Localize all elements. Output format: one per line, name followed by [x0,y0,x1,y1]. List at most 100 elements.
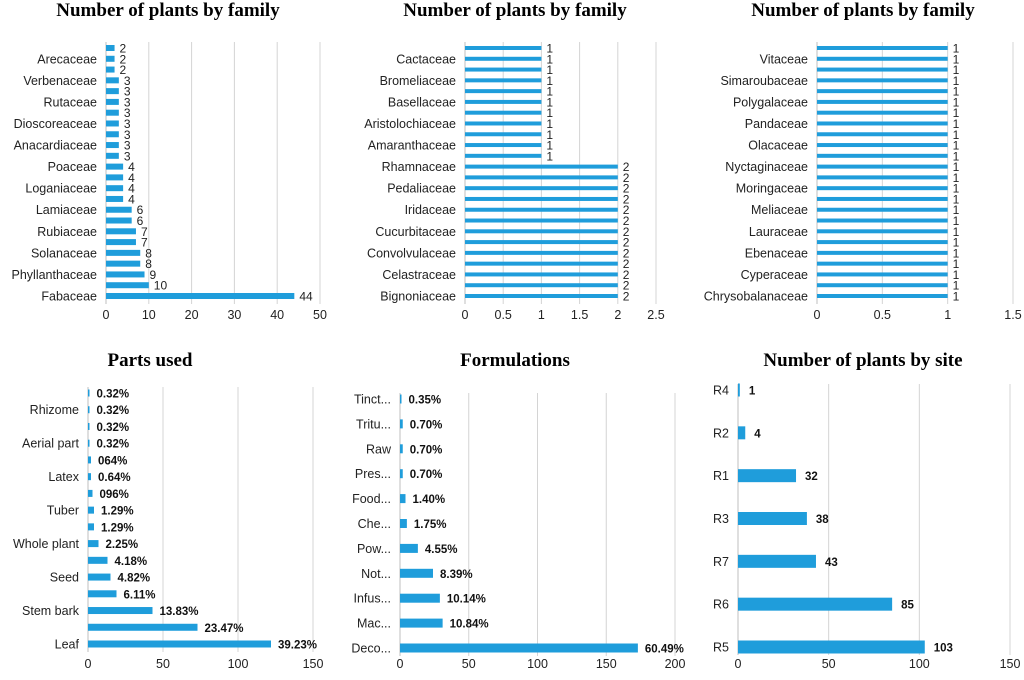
data-label: 3 [124,117,131,131]
bar [817,78,948,83]
bar [465,56,542,61]
bar [400,419,403,429]
category-label: Lamiaceae [36,203,97,217]
bar [465,283,618,288]
data-label: 1 [546,52,553,66]
data-label: 1 [953,225,960,239]
x-tick-label: 0 [103,308,110,322]
category-label: Pandaceae [745,117,808,131]
bar [465,229,618,234]
data-label: 096% [100,489,129,501]
data-label: 1 [953,52,960,66]
bar [465,164,618,169]
data-label: 60.49% [645,644,684,656]
data-label: 1 [546,95,553,109]
bar [465,175,618,180]
data-label: 39.23% [278,640,317,652]
bar [817,56,948,61]
bar [465,143,542,148]
data-label: 7 [141,236,148,250]
category-label: Arecaceae [37,52,97,66]
category-label: Rhamnaceae [382,160,456,174]
category-label: R1 [713,469,729,483]
data-label: 1 [953,182,960,196]
data-label: 2 [623,246,630,260]
data-label: 2 [623,290,630,304]
bar [88,456,91,464]
data-label: 2 [623,268,630,282]
data-label: 1.75% [414,519,447,531]
bar [106,98,119,105]
data-label: 2 [623,160,630,174]
data-label: 1 [953,106,960,120]
bar [817,218,948,223]
bar [88,439,90,447]
data-label: 43 [825,557,838,569]
data-label: 1 [953,42,960,56]
x-tick-label: 100 [909,657,930,671]
x-tick-label: 0 [735,657,742,671]
bar [465,132,542,137]
data-label: 1 [953,236,960,250]
data-label: 23.47% [205,623,244,635]
data-label: 0.32% [97,389,130,401]
x-tick-label: 0 [814,308,821,322]
data-label: 10 [154,279,168,293]
bar [106,120,119,127]
bar [106,131,119,138]
data-label: 1 [546,139,553,153]
category-label: Chrysobalanaceae [704,290,808,304]
data-label: 3 [124,74,131,88]
category-label: Tinct... [354,393,391,407]
data-label: 4.55% [425,544,458,556]
bar [738,512,807,525]
bar [817,132,948,137]
chart-panel-plants-by-site: Number of plants by site 0 50 100 150 R4 1 R2 4 R… [713,350,1020,671]
data-label: 9 [150,268,157,282]
data-label: 0.32% [97,439,130,451]
category-label: Loganiaceae [25,182,97,196]
data-label: 1.40% [413,494,446,506]
chart-title: Number of plants by site [763,350,962,371]
data-label: 0.64% [98,472,131,484]
data-label: 1 [953,257,960,271]
bar [106,282,149,289]
bar [106,45,115,51]
bar [817,240,948,245]
x-tick-label: 50 [462,657,476,671]
bar [88,573,111,581]
data-label: 1 [953,63,960,77]
bar [88,406,90,414]
bar [106,77,119,84]
category-label: R5 [713,641,729,655]
category-label: Amaranthaceae [368,139,456,153]
category-label: Cucurbitaceae [375,225,456,239]
data-label: 6.11% [124,589,156,601]
data-label: 2 [623,257,630,271]
category-label: Whole plant [13,537,80,551]
category-label: Basellaceae [388,95,456,109]
bar [738,554,816,568]
data-label: 8 [145,246,152,260]
data-label: 4 [128,192,135,206]
data-label: 3 [124,128,131,142]
category-label: Lauraceae [749,225,808,239]
category-label: Ebenaceae [745,246,808,260]
data-label: 1 [953,214,960,228]
data-label: 1 [953,171,960,185]
data-label: 1 [749,386,756,398]
data-label: 2 [623,236,630,250]
category-label: Seed [50,571,79,585]
data-label: 0.32% [97,422,130,434]
category-label: Olacaceae [748,139,808,153]
bar [465,218,618,223]
chart-title: Number of plants by family [403,0,627,21]
data-label: 4 [128,160,135,174]
data-label: 44 [299,290,313,304]
bar [88,540,99,548]
data-label: 2 [120,52,127,66]
data-label: 1 [953,95,960,109]
x-tick-label: 0 [397,657,404,671]
bar [88,556,108,564]
